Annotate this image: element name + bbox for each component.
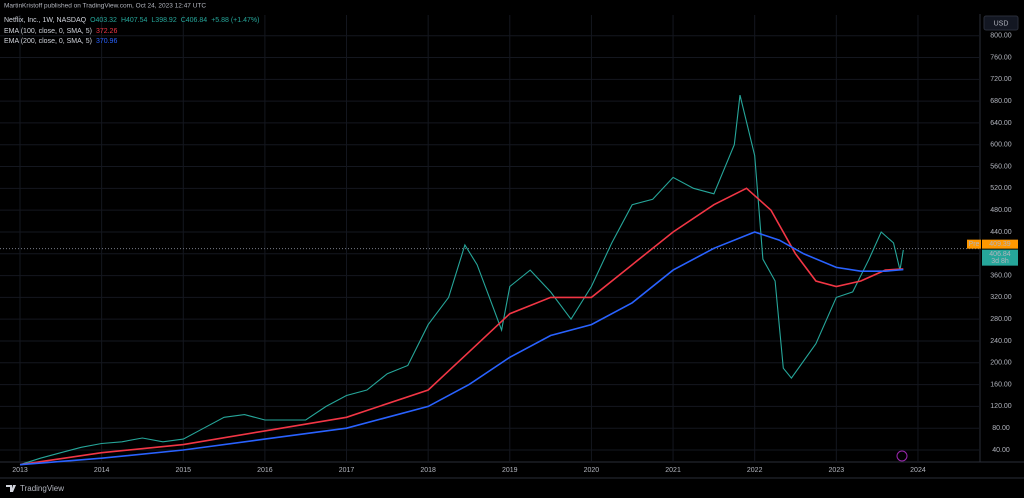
legend-entry: EMA (100, close, 0, SMA, 5) 372.26 xyxy=(4,28,117,35)
tradingview-logo xyxy=(6,485,16,492)
last-price-box xyxy=(982,249,1018,266)
y-tick-label: 480.00 xyxy=(990,207,1012,214)
x-tick-label: 2024 xyxy=(910,467,926,474)
y-tick-label: 680.00 xyxy=(990,98,1012,105)
published-note: MartinKristoff published on TradingView.… xyxy=(4,3,206,10)
y-tick-label: 280.00 xyxy=(990,316,1012,323)
logo-icon xyxy=(6,485,16,492)
ohlc: C406.84 xyxy=(181,17,208,24)
y-tick-label: 800.00 xyxy=(990,33,1012,40)
y-tick-label: 40.00 xyxy=(992,447,1010,454)
event-icon[interactable] xyxy=(896,450,908,462)
y-tick-label: 600.00 xyxy=(990,142,1012,149)
legend-name: EMA (100, close, 0, SMA, 5) xyxy=(4,28,92,35)
x-tick-label: 2023 xyxy=(829,467,845,474)
ohlc: L398.92 xyxy=(151,17,176,24)
y-tick-label: 160.00 xyxy=(990,381,1012,388)
series-line xyxy=(19,187,904,466)
x-tick-label: 2020 xyxy=(584,467,600,474)
legend-entry: EMA (200, close, 0, SMA, 5) 370.96 xyxy=(4,38,117,45)
ohlc: O403.32 xyxy=(90,17,117,24)
series-line xyxy=(19,94,904,466)
currency: USD xyxy=(994,20,1009,27)
x-tick-label: 2017 xyxy=(339,467,355,474)
symbol: Netflix, Inc., 1W, NASDAQ xyxy=(4,17,87,24)
y-tick-label: 640.00 xyxy=(990,120,1012,127)
x-tick-label: 2019 xyxy=(502,467,518,474)
x-tick-label: 2021 xyxy=(665,467,681,474)
x-tick-label: 2022 xyxy=(747,467,763,474)
currency-button[interactable] xyxy=(983,15,1019,31)
x-tick-label: 2013 xyxy=(12,467,28,474)
y-tick-label: 720.00 xyxy=(990,76,1012,83)
y-tick-label: 360.00 xyxy=(990,272,1012,279)
legend-value: 372.26 xyxy=(96,28,118,35)
ohlc: +5.88 (+1.47%) xyxy=(211,17,259,24)
y-tick-label: 240.00 xyxy=(990,338,1012,345)
series-line xyxy=(19,231,904,466)
y-tick-label: 560.00 xyxy=(990,163,1012,170)
pre-label-tag xyxy=(967,239,981,249)
y-tick-label: 320.00 xyxy=(990,294,1012,301)
footer-brand: TradingView xyxy=(20,484,64,493)
x-tick-label: 2018 xyxy=(420,467,436,474)
pre-label: Pre xyxy=(969,241,980,248)
y-tick-label: 520.00 xyxy=(990,185,1012,192)
x-tick-label: 2015 xyxy=(175,467,191,474)
y-tick-label: 80.00 xyxy=(992,425,1010,432)
legend-value: 370.96 xyxy=(96,38,118,45)
legend-name: EMA (200, close, 0, SMA, 5) xyxy=(4,38,92,45)
y-tick-label: 120.00 xyxy=(990,403,1012,410)
x-tick-label: 2016 xyxy=(257,467,273,474)
y-tick-label: 440.00 xyxy=(990,229,1012,236)
plot xyxy=(0,15,980,466)
x-tick-label: 2014 xyxy=(94,467,110,474)
countdown: 3d 8h xyxy=(991,258,1009,265)
legend-header: Netflix, Inc., 1W, NASDAQ O403.32 H407.54 L… xyxy=(4,17,259,24)
ohlc: H407.54 xyxy=(121,17,148,24)
y-tick-label: 200.00 xyxy=(990,360,1012,367)
pre-price-box xyxy=(982,239,1018,249)
pre-price: 409.39 xyxy=(989,241,1011,248)
last-price: 406.84 xyxy=(989,251,1011,258)
y-tick-label: 760.00 xyxy=(990,54,1012,61)
